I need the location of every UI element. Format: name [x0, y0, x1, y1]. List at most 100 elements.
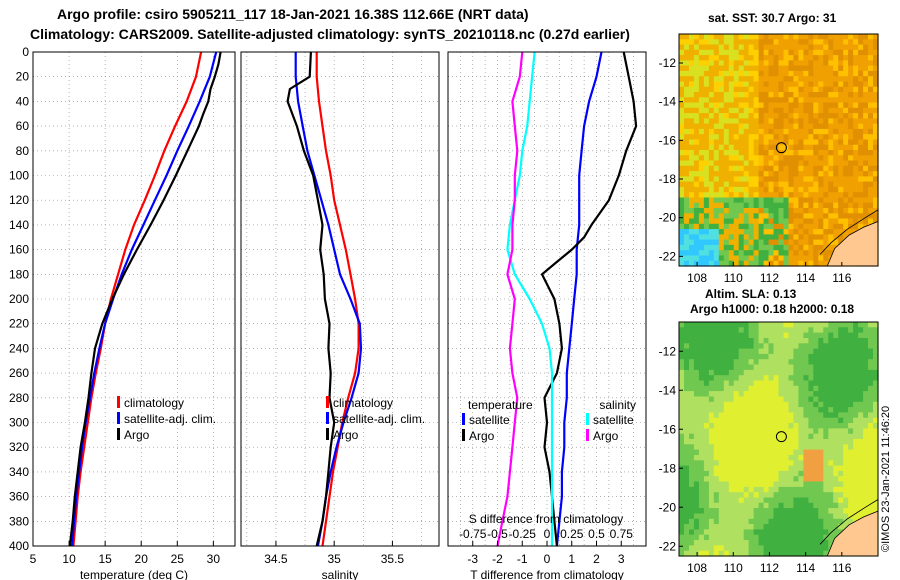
map-cell — [748, 155, 755, 162]
map-cell — [713, 529, 720, 536]
map-cell — [858, 439, 864, 445]
map-cell — [833, 492, 839, 499]
map-cell — [733, 439, 740, 445]
map-cell — [853, 391, 859, 397]
map-cell — [763, 97, 770, 104]
map-cell — [833, 407, 839, 413]
map-cell — [803, 171, 809, 177]
map-cell — [778, 86, 785, 93]
map-cell — [708, 417, 715, 424]
map-cell — [708, 460, 715, 467]
map-cell — [728, 181, 735, 188]
map-cell — [679, 353, 685, 360]
map-cell — [788, 65, 795, 72]
map-cell — [798, 465, 804, 472]
map-cell — [693, 391, 700, 397]
map-cell — [848, 181, 854, 188]
map-cell — [693, 150, 700, 156]
map-cell — [843, 476, 849, 483]
map-cell — [858, 123, 864, 130]
map-cell — [693, 165, 700, 172]
map-cell — [758, 502, 765, 509]
map-cell — [813, 239, 819, 246]
map-cell — [828, 86, 834, 93]
map-cell — [793, 244, 799, 251]
map-cell — [823, 359, 829, 366]
map-cell — [684, 44, 690, 51]
map-cell — [773, 481, 780, 488]
map-cell — [808, 208, 814, 214]
map-cell — [793, 97, 799, 104]
map-cell — [689, 433, 695, 440]
map-cell — [684, 417, 690, 424]
map-cell — [684, 476, 690, 483]
map-cell — [858, 465, 864, 472]
map-cell — [703, 197, 710, 204]
legend-label: climatology — [333, 396, 393, 410]
map-cell — [863, 455, 869, 461]
map-cell — [798, 134, 804, 141]
map-cell — [783, 213, 790, 220]
map-cell — [873, 150, 879, 156]
map-cell — [858, 181, 864, 188]
map-cell — [733, 229, 740, 235]
map-cell — [733, 417, 740, 424]
map-cell — [803, 202, 809, 209]
map-cell — [689, 513, 695, 520]
map-cell — [828, 128, 834, 135]
map-cell — [768, 391, 775, 397]
map-cell — [833, 465, 839, 472]
map-cell — [738, 508, 745, 514]
map-cell — [703, 34, 710, 40]
map-cell — [828, 412, 834, 419]
map-cell — [703, 150, 710, 156]
map-cell — [868, 481, 874, 488]
map-cell — [848, 433, 854, 440]
map-cell — [728, 449, 735, 456]
map-cell — [703, 160, 710, 167]
map-cell — [689, 155, 695, 162]
map-cell — [753, 497, 760, 504]
map-cell — [798, 407, 804, 413]
map-cell — [728, 239, 735, 246]
map-cell — [703, 423, 710, 429]
map-cell — [743, 107, 750, 114]
map-cell — [858, 97, 864, 104]
map-cell — [693, 97, 700, 104]
map-cell — [863, 338, 869, 344]
map-cell — [813, 428, 819, 435]
map-cell — [753, 44, 760, 51]
map-cell — [853, 118, 859, 125]
map-cell — [748, 113, 755, 119]
map-cell — [783, 81, 790, 88]
map-cell — [818, 181, 824, 188]
map-cell — [818, 255, 824, 262]
map-cell — [803, 250, 809, 257]
map-cell — [738, 449, 745, 456]
map-cell — [813, 229, 819, 235]
map-cell — [788, 497, 795, 504]
map-cell — [743, 353, 750, 360]
map-cell — [843, 34, 849, 40]
map-cell — [758, 465, 765, 472]
map-cell — [728, 250, 735, 257]
map-cell — [798, 113, 804, 119]
map-cell — [738, 343, 745, 350]
map-cell — [723, 239, 730, 246]
map-cell — [833, 181, 839, 188]
map-cell — [873, 76, 879, 83]
map-cell — [748, 417, 755, 424]
map-cell — [793, 86, 799, 93]
map-cell — [843, 181, 849, 188]
map-cell — [793, 550, 799, 557]
map-cell — [698, 197, 705, 204]
map-cell — [773, 197, 780, 204]
map-cell — [718, 375, 725, 382]
y-tick-label: 360 — [9, 490, 29, 504]
map-cell — [698, 34, 705, 40]
map-cell — [798, 348, 804, 355]
map-cell — [838, 465, 844, 472]
map-cell — [858, 65, 864, 72]
map-cell — [868, 327, 874, 334]
map-cell — [868, 60, 874, 67]
